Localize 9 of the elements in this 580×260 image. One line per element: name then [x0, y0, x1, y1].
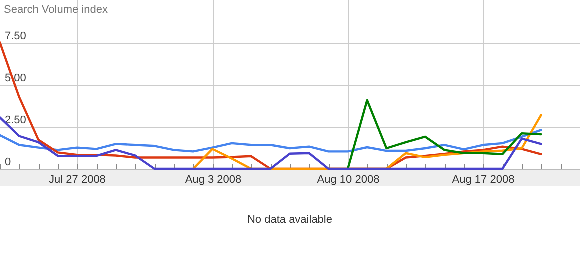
y-tick-label: 7.50 — [5, 30, 26, 42]
x-tick-label: Aug 10 2008 — [317, 174, 380, 186]
x-tick-label: Jul 27 2008 — [49, 174, 106, 186]
y-axis-title: Search Volume index — [4, 4, 108, 16]
y-tick-label: 2.50 — [5, 114, 26, 126]
x-tick-label: Aug 17 2008 — [452, 174, 515, 186]
x-tick-label: Aug 3 2008 — [185, 174, 242, 186]
text: No data available — [247, 214, 333, 226]
y-tick-label: 0 — [5, 156, 12, 168]
